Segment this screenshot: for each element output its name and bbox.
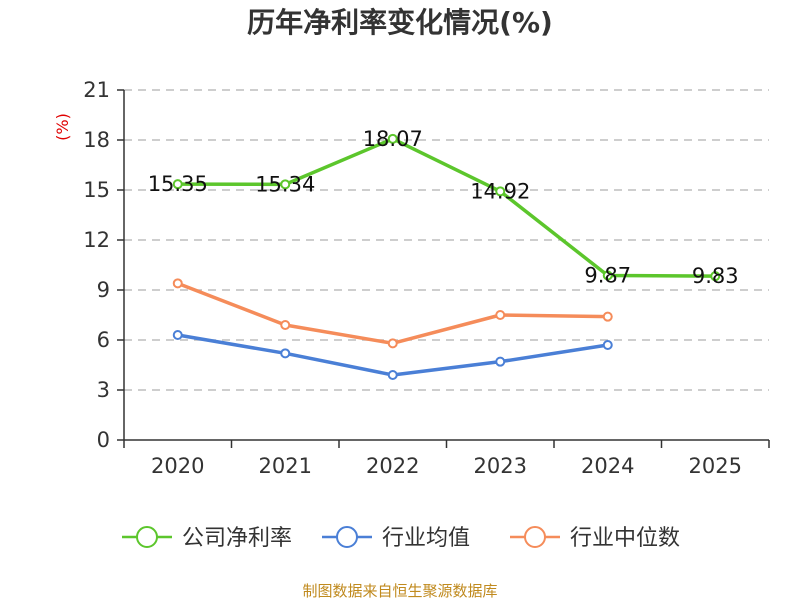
data-label: 14.92 (470, 179, 530, 203)
x-tick-label: 2024 (581, 454, 634, 478)
axes: 0 3 6 9 12 15 18 21 2020 2021 2022 2023 2024 2025 (83, 78, 770, 478)
legend-marker (524, 526, 546, 548)
y-tick-label: 12 (83, 228, 110, 252)
legend-item[interactable]: 公司净利率 (122, 526, 292, 551)
data-point[interactable] (280, 348, 291, 359)
data-point[interactable] (172, 278, 183, 289)
y-tick-label: 21 (83, 78, 110, 102)
y-tick-label: 0 (97, 428, 110, 452)
data-point[interactable] (495, 186, 506, 197)
data-point[interactable] (602, 311, 613, 322)
grid-lines (124, 89, 769, 391)
data-label: 9.83 (692, 264, 739, 288)
data-point[interactable] (710, 271, 721, 282)
x-tick-label: 2022 (366, 454, 419, 478)
legend-label: 行业均值 (382, 526, 470, 551)
data-point[interactable] (172, 179, 183, 190)
legend-label: 公司净利率 (182, 526, 292, 551)
data-label: 18.07 (363, 127, 423, 151)
data-source-note: 制图数据来自恒生聚源数据库 (302, 582, 497, 600)
data-label: 15.34 (255, 172, 315, 196)
legend-marker (336, 526, 358, 548)
series-lines (172, 133, 721, 380)
data-point[interactable] (495, 310, 506, 320)
series-1 (172, 330, 613, 380)
legend-item[interactable]: 行业中位数 (510, 526, 680, 551)
data-point[interactable] (172, 330, 183, 340)
x-tick-label: 2023 (474, 454, 527, 478)
data-labels: 15.35 15.34 18.07 14.92 9.87 9.83 (148, 127, 739, 288)
y-tick-label: 18 (83, 128, 110, 152)
series-line (177, 281, 608, 346)
data-point[interactable] (387, 133, 398, 144)
y-tick-label: 9 (97, 278, 110, 302)
x-tick-label: 2021 (259, 454, 312, 478)
x-tick-label: 2020 (151, 454, 204, 478)
data-point[interactable] (387, 338, 398, 349)
data-label: 15.35 (148, 172, 208, 196)
series-0 (172, 133, 721, 282)
y-tick-label: 6 (97, 328, 110, 352)
data-point[interactable] (280, 320, 291, 330)
data-label: 9.87 (584, 264, 631, 288)
data-point[interactable] (495, 356, 506, 367)
data-point[interactable] (602, 340, 613, 350)
legend-label: 行业中位数 (570, 526, 680, 551)
legend[interactable]: 公司净利率 行业均值 行业中位数 (122, 526, 680, 551)
data-point[interactable] (387, 370, 398, 380)
legend-marker (136, 526, 158, 548)
legend-item[interactable]: 行业均值 (322, 526, 470, 551)
data-point[interactable] (602, 270, 613, 281)
series-line (177, 137, 716, 278)
y-axis-label: (%) (53, 113, 72, 141)
chart-title: 历年净利率变化情况(%) (247, 6, 553, 39)
x-tick-label: 2025 (689, 454, 742, 478)
series-2 (172, 278, 613, 349)
y-tick-label: 15 (83, 178, 110, 202)
data-point[interactable] (280, 179, 291, 190)
y-tick-label: 3 (97, 378, 110, 402)
